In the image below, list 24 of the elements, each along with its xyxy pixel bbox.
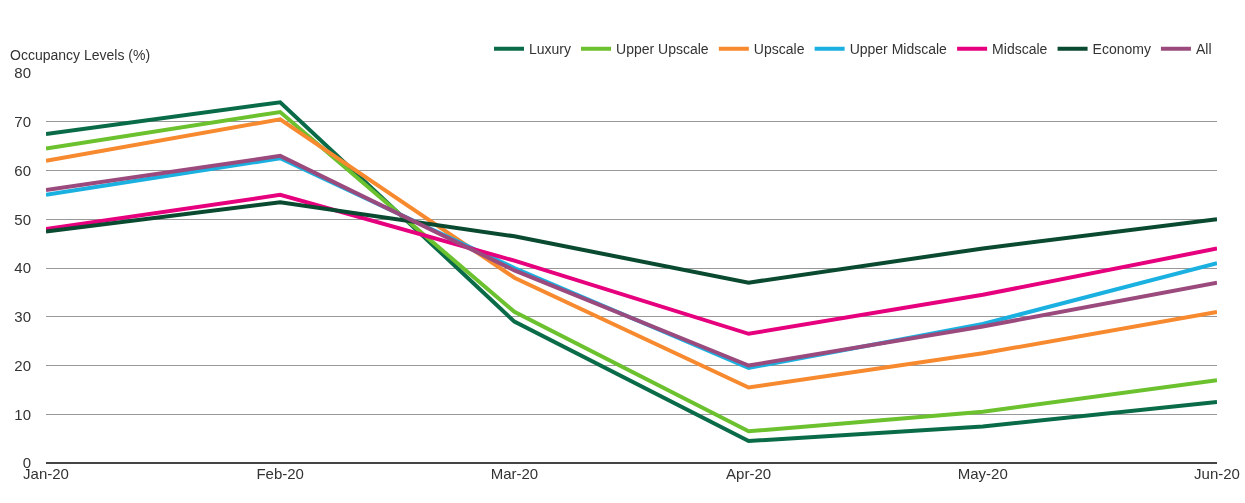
y-tick-label: 10: [14, 405, 31, 423]
legend-label: Upper Midscale: [849, 41, 948, 58]
x-tick-label: Jun-20: [1194, 465, 1240, 482]
x-tick-label: Feb-20: [256, 465, 304, 482]
y-tick-label: 20: [14, 356, 31, 374]
y-tick-label: 40: [14, 259, 31, 277]
legend-label: All: [1195, 41, 1212, 58]
legend-label: Midscale: [992, 41, 1048, 58]
y-tick-label: 60: [14, 161, 31, 179]
x-tick-label: Apr-20: [726, 465, 772, 482]
legend-label: Upscale: [753, 41, 805, 58]
y-tick-label: 30: [14, 308, 31, 325]
legend-label: Economy: [1092, 41, 1151, 58]
y-tick-label: 50: [14, 210, 31, 228]
x-tick-label: Mar-20: [490, 465, 539, 482]
legend-label: Upper Upscale: [616, 41, 709, 58]
y-tick-label: 70: [14, 113, 31, 130]
line-series: [46, 192, 1217, 336]
y-axis-title: Occupancy Levels (%): [10, 47, 151, 63]
x-tick-label: May-20: [957, 465, 1008, 482]
line-series: [46, 117, 1217, 390]
line-series: [46, 200, 1217, 285]
legend-label: Luxury: [529, 41, 572, 58]
y-tick-label: 80: [14, 64, 31, 82]
